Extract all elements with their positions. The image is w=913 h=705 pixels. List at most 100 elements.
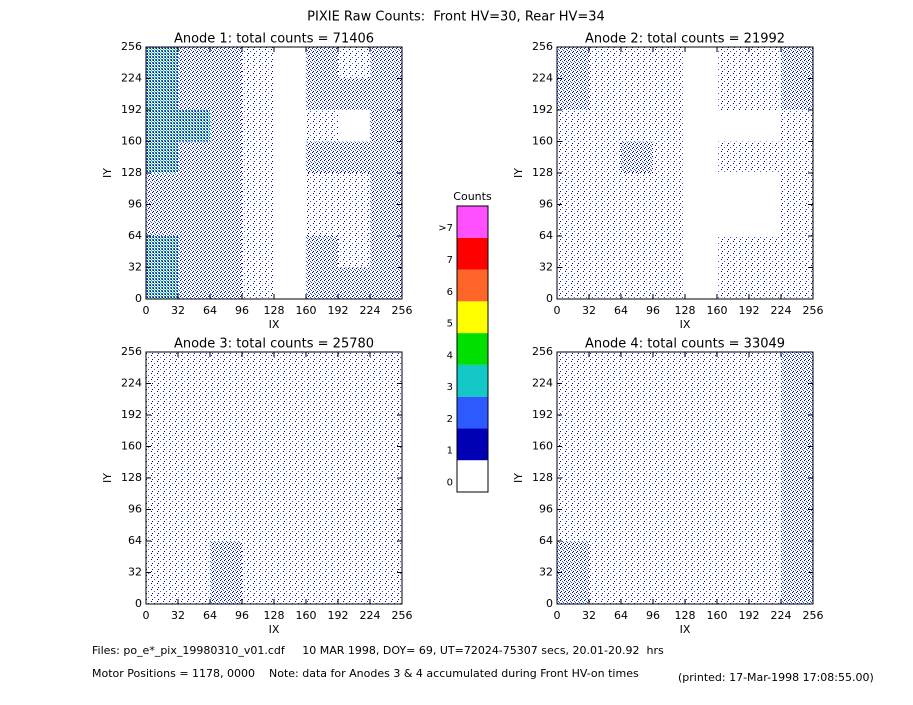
x-tick-label: 224 — [360, 609, 381, 622]
x-tick-label: 192 — [739, 304, 760, 317]
heat-cell — [210, 236, 242, 268]
y-tick-label: 128 — [121, 166, 142, 179]
heat-cell — [370, 446, 402, 478]
heat-cell — [557, 236, 589, 268]
heat-cell — [178, 141, 210, 173]
heat-cell — [589, 383, 621, 415]
heat-cell — [749, 541, 781, 573]
y-axis-label: IY — [512, 168, 525, 178]
heat-cell — [178, 415, 210, 447]
heat-cell — [178, 78, 210, 110]
heat-cell — [178, 478, 210, 510]
heat-cell — [589, 446, 621, 478]
heat-cell — [749, 572, 781, 604]
heat-cell — [557, 173, 589, 205]
heat-cell — [589, 572, 621, 604]
heat-cell — [653, 173, 685, 205]
heat-cell — [685, 173, 717, 205]
x-axis-label: IX — [680, 623, 691, 636]
heat-cell — [685, 541, 717, 573]
x-axis-label: IX — [680, 318, 691, 331]
y-tick-label: 64 — [539, 229, 553, 242]
heat-cell — [274, 509, 306, 541]
y-tick-label: 160 — [532, 440, 553, 453]
heat-cell — [653, 509, 685, 541]
colorbar-swatch — [457, 460, 488, 492]
heat-cell — [242, 47, 274, 79]
heat-cell — [781, 352, 813, 384]
x-tick-label: 64 — [614, 609, 628, 622]
colorbar-swatch — [457, 333, 488, 365]
heat-cell — [621, 446, 653, 478]
colorbar-label: 7 — [447, 255, 453, 266]
heat-cell — [242, 446, 274, 478]
heat-cell — [717, 110, 749, 142]
colorbar-label: 1 — [447, 446, 453, 457]
x-tick-label: 32 — [171, 304, 185, 317]
heat-cell — [589, 267, 621, 299]
x-tick-label: 96 — [646, 609, 660, 622]
y-tick-label: 0 — [135, 597, 142, 610]
y-tick-label: 256 — [532, 345, 553, 358]
heat-cell — [749, 173, 781, 205]
heat-cell — [621, 173, 653, 205]
y-tick-label: 64 — [539, 534, 553, 547]
heat-cell — [178, 110, 210, 142]
heat-cell — [306, 267, 338, 299]
y-tick-label: 32 — [128, 566, 142, 579]
heat-cell — [306, 541, 338, 573]
y-tick-label: 192 — [532, 408, 553, 421]
heat-cell — [274, 352, 306, 384]
x-tick-label: 128 — [675, 304, 696, 317]
y-tick-label: 64 — [128, 534, 142, 547]
heat-cell — [589, 509, 621, 541]
heat-cell — [749, 47, 781, 79]
x-tick-label: 128 — [264, 609, 285, 622]
heat-cell — [749, 509, 781, 541]
heat-cell — [653, 352, 685, 384]
heat-cell — [210, 572, 242, 604]
heat-cell — [557, 415, 589, 447]
x-tick-label: 160 — [296, 304, 317, 317]
heat-cell — [749, 446, 781, 478]
heat-cell — [370, 572, 402, 604]
heat-cell — [557, 541, 589, 573]
heat-cell — [146, 446, 178, 478]
y-tick-label: 160 — [121, 135, 142, 148]
heat-cell — [338, 78, 370, 110]
heat-cell — [178, 572, 210, 604]
heat-cell — [685, 352, 717, 384]
heat-cell — [274, 141, 306, 173]
heat-cell — [557, 446, 589, 478]
heat-cell — [274, 415, 306, 447]
heat-cell — [749, 478, 781, 510]
x-tick-label: 96 — [646, 304, 660, 317]
colorbar-label: 2 — [447, 414, 453, 425]
heat-cell — [749, 78, 781, 110]
heat-cell — [146, 173, 178, 205]
heat-cell — [146, 415, 178, 447]
heat-cell — [274, 541, 306, 573]
heat-cell — [781, 110, 813, 142]
heat-cell — [242, 78, 274, 110]
heat-cell — [557, 47, 589, 79]
y-tick-label: 160 — [121, 440, 142, 453]
heat-cell — [621, 236, 653, 268]
colorbar-swatch — [457, 428, 488, 461]
heat-cell — [338, 141, 370, 173]
y-tick-label: 224 — [532, 377, 553, 390]
colorbar-label: >7 — [438, 223, 453, 234]
heat-cell — [370, 541, 402, 573]
heat-cell — [146, 110, 178, 142]
heat-cell — [749, 415, 781, 447]
heat-cell — [242, 478, 274, 510]
heat-cell — [781, 478, 813, 510]
heat-cell — [370, 47, 402, 79]
heat-cell — [370, 141, 402, 173]
y-tick-label: 192 — [532, 103, 553, 116]
y-tick-label: 128 — [532, 166, 553, 179]
x-tick-label: 32 — [171, 609, 185, 622]
heat-cell — [306, 446, 338, 478]
colorbar-label: 5 — [447, 319, 453, 330]
x-tick-label: 96 — [235, 304, 249, 317]
